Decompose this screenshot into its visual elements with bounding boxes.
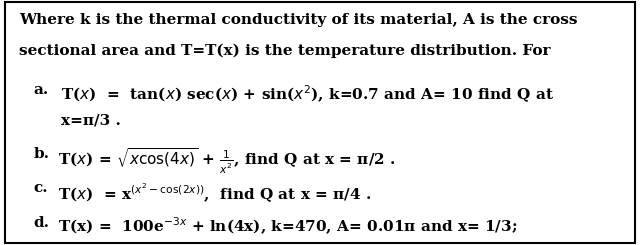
Text: x=π/3 .: x=π/3 .: [61, 114, 122, 128]
Text: c.: c.: [33, 181, 48, 195]
Text: T($x$)  = x$^{(x^2-\mathrm{cos}(2x))}$,  find Q at x = π/4 .: T($x$) = x$^{(x^2-\mathrm{cos}(2x))}$, f…: [58, 181, 371, 205]
Text: sectional area and T=T(x) is the temperature distribution. For: sectional area and T=T(x) is the tempera…: [19, 44, 550, 59]
FancyBboxPatch shape: [5, 2, 635, 243]
Text: d.: d.: [33, 216, 49, 230]
Text: T(x) =  100e$^{-3x}$ + ln(4x), k=470, A= 0.01π and x= 1/3;: T(x) = 100e$^{-3x}$ + ln(4x), k=470, A= …: [58, 216, 517, 237]
Text: b.: b.: [33, 147, 49, 161]
Text: Where k is the thermal conductivity of its material, A is the cross: Where k is the thermal conductivity of i…: [19, 13, 578, 27]
Text: T($x$)  =  tan($x$) sec($x$) + sin($x^2$), k=0.7 and A= 10 find Q at: T($x$) = tan($x$) sec($x$) + sin($x^2$),…: [61, 83, 554, 105]
Text: T($x$) = $\sqrt{x\mathrm{cos}(4x)}$ + $\frac{1}{x^2}$, find Q at x = π/2 .: T($x$) = $\sqrt{x\mathrm{cos}(4x)}$ + $\…: [58, 147, 396, 176]
Text: a.: a.: [33, 83, 49, 97]
